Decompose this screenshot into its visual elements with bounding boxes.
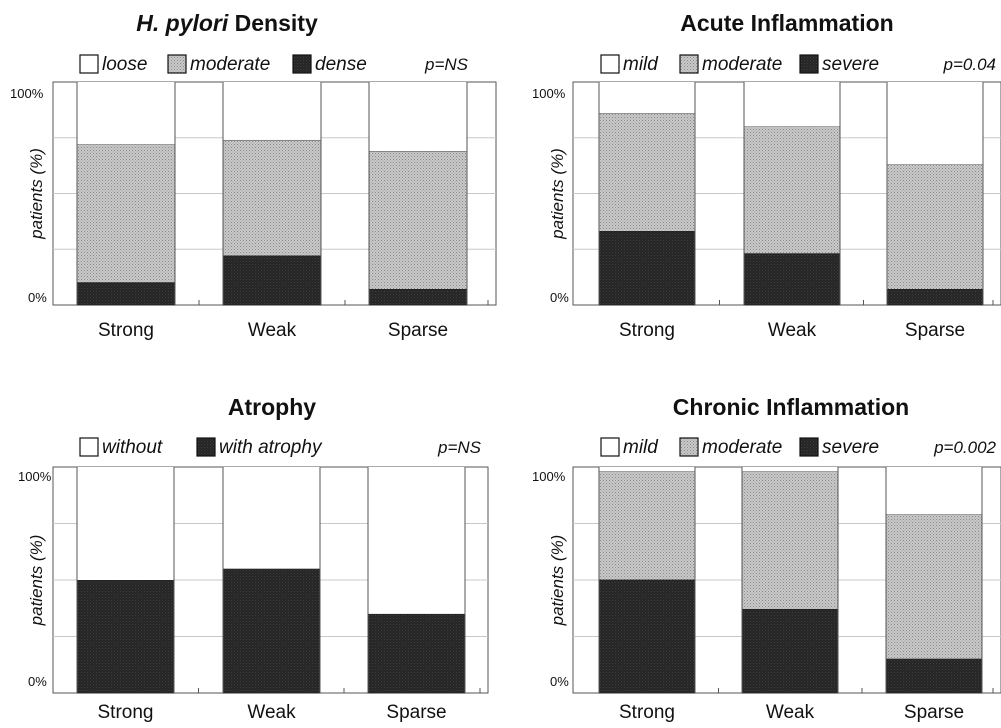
bar-segment	[76, 282, 176, 306]
legend-swatch	[600, 437, 620, 457]
y-tick-label-0: 0%	[550, 674, 569, 689]
y-axis-label: patients (%)	[27, 148, 46, 240]
legend-swatch	[600, 54, 620, 74]
category-label: Weak	[766, 702, 815, 723]
category-label: Strong	[619, 702, 675, 723]
category-label: Sparse	[386, 702, 446, 723]
legend-label: loose	[102, 54, 147, 75]
p-value: p=0.04	[943, 55, 996, 74]
legend-swatch	[196, 437, 216, 457]
y-tick-label-0: 0%	[28, 674, 47, 689]
legend-label: without	[102, 437, 163, 458]
y-tick-label-100: 100%	[532, 86, 566, 101]
bar-segment	[369, 82, 467, 152]
bar-segment	[744, 82, 840, 127]
legend-swatch	[799, 54, 819, 74]
category-label: Weak	[248, 320, 297, 341]
chart-title-italic: H. pylori	[136, 10, 229, 36]
bar-segment	[223, 467, 320, 569]
legend-swatch	[799, 437, 819, 457]
legend-swatch	[679, 437, 699, 457]
bar-segment	[367, 613, 466, 694]
category-label: Strong	[619, 320, 675, 341]
y-axis-label: patients (%)	[548, 535, 567, 627]
legend-swatch	[79, 54, 99, 74]
bar-segment	[598, 471, 696, 581]
legend-label: mild	[623, 437, 659, 458]
legend-label: moderate	[702, 54, 782, 75]
bar-segment	[742, 467, 838, 472]
bar-segment	[886, 164, 984, 290]
chart-title: H. pylori Density	[136, 10, 318, 36]
category-label: Weak	[247, 702, 296, 723]
bar-segment	[368, 150, 468, 290]
bar-segment	[741, 471, 839, 610]
y-tick-label-100: 100%	[18, 469, 52, 484]
bar-segment	[885, 658, 983, 694]
bar-segment	[743, 253, 841, 306]
bar-segment	[223, 82, 321, 140]
bar-segment	[222, 255, 322, 306]
chart-panel-0: H. pylori Density 100% 0% patients (%) Stron…	[10, 10, 497, 341]
y-axis-label: patients (%)	[548, 148, 567, 240]
legend-label: dense	[315, 54, 367, 75]
bar-segment	[886, 288, 984, 306]
bar-segment	[886, 467, 982, 515]
bar-segment	[76, 579, 175, 694]
y-tick-label-100: 100%	[10, 86, 44, 101]
category-label: Sparse	[388, 320, 448, 341]
y-tick-label-100: 100%	[532, 469, 566, 484]
category-label: Weak	[768, 320, 817, 341]
bar-segment	[77, 467, 174, 580]
bar-segment	[887, 82, 983, 165]
p-value: p=NS	[424, 55, 469, 74]
category-label: Strong	[98, 320, 154, 341]
legend-label: moderate	[190, 54, 270, 75]
legend-swatch	[79, 437, 99, 457]
bar-segment	[743, 126, 841, 255]
bar-segment	[368, 288, 468, 306]
bar-segment	[76, 144, 176, 284]
bar-segment	[222, 568, 321, 694]
chart-title: Atrophy	[228, 394, 316, 420]
bar-segment	[599, 467, 695, 472]
category-label: Strong	[98, 702, 154, 723]
bar-segment	[598, 579, 696, 694]
y-tick-label-0: 0%	[28, 290, 47, 305]
legend-label: mild	[623, 54, 659, 75]
chart-panel-1: Acute Inflammation 100% 0% patients (%) Stro…	[532, 10, 1001, 341]
legend-label: moderate	[702, 437, 782, 458]
bar-segment	[885, 514, 983, 660]
chart-title-rest: Density	[228, 10, 318, 36]
p-value: p=NS	[437, 438, 482, 457]
p-value: p=0.002	[933, 438, 996, 457]
bar-segment	[77, 82, 175, 145]
legend-label: severe	[822, 54, 879, 75]
legend-swatch	[679, 54, 699, 74]
legend-label: with atrophy	[219, 437, 323, 458]
chart-panel-2: Atrophy 100% 0% patients (%) Strong Weak Spars…	[18, 394, 489, 723]
chart-title: Chronic Inflammation	[673, 394, 909, 420]
bar-segment	[222, 139, 322, 257]
chart-title: Acute Inflammation	[680, 10, 893, 36]
category-label: Sparse	[905, 320, 965, 341]
legend-label: severe	[822, 437, 879, 458]
bar-segment	[741, 608, 839, 694]
legend-swatch	[167, 54, 187, 74]
legend-swatch	[292, 54, 312, 74]
bar-segment	[598, 231, 696, 306]
bar-segment	[599, 82, 695, 114]
category-label: Sparse	[904, 702, 964, 723]
chart-panel-3: Chronic Inflammation 100% 0% patients (%) St…	[532, 394, 1001, 723]
y-tick-label-0: 0%	[550, 290, 569, 305]
bar-segment	[368, 467, 465, 614]
y-axis-label: patients (%)	[27, 535, 46, 627]
bar-segment	[598, 112, 696, 232]
